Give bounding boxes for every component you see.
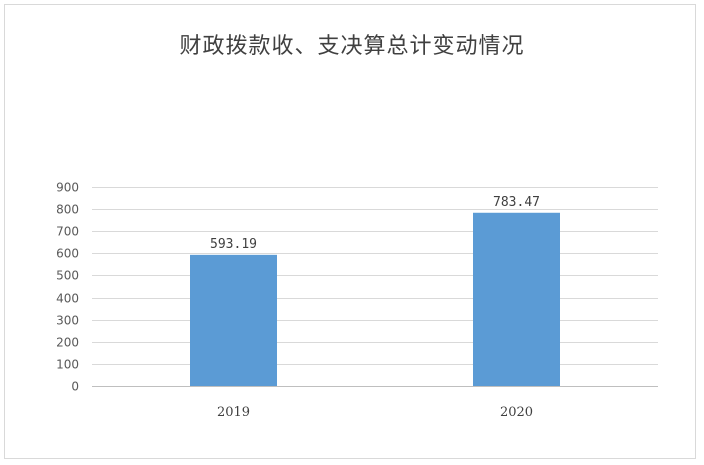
y-tick-label: 500 bbox=[56, 269, 79, 283]
y-tick-label: 700 bbox=[56, 225, 79, 239]
chart-title: 财政拨款收、支决算总计变动情况 bbox=[179, 34, 525, 59]
y-tick-label: 300 bbox=[56, 314, 79, 328]
y-tick-label: 800 bbox=[56, 203, 79, 217]
x-tick-label: 2019 bbox=[217, 405, 250, 420]
y-tick-label: 600 bbox=[56, 247, 79, 261]
y-tick-label: 100 bbox=[56, 358, 79, 372]
y-tick-label: 200 bbox=[56, 336, 79, 350]
y-tick-label: 400 bbox=[56, 292, 79, 306]
y-tick-label: 900 bbox=[56, 181, 79, 195]
bar bbox=[190, 254, 277, 386]
y-tick-label: 0 bbox=[71, 380, 79, 394]
bar bbox=[473, 212, 560, 386]
data-label: 593.19 bbox=[210, 237, 257, 252]
x-tick-label: 2020 bbox=[500, 405, 533, 420]
data-label: 783.47 bbox=[493, 195, 540, 210]
